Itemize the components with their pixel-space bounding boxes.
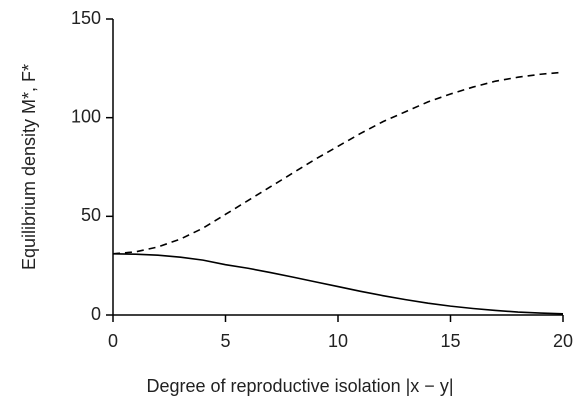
y-axis-label: Equilibrium density M*, F* bbox=[19, 64, 39, 270]
x-tick-label: 20 bbox=[553, 331, 573, 351]
x-tick-label: 10 bbox=[328, 331, 348, 351]
y-tick-label: 0 bbox=[91, 304, 101, 324]
x-tick-label: 5 bbox=[220, 331, 230, 351]
x-tick-label: 0 bbox=[108, 331, 118, 351]
y-tick-label: 50 bbox=[81, 205, 101, 225]
series-line bbox=[112, 253, 564, 315]
y-tick-label: 150 bbox=[71, 8, 101, 28]
y-tick-label: 100 bbox=[71, 106, 101, 126]
x-tick-label: 15 bbox=[440, 331, 460, 351]
x-axis-label: Degree of reproductive isolation |x − y| bbox=[146, 376, 453, 396]
series-line bbox=[112, 71, 564, 255]
